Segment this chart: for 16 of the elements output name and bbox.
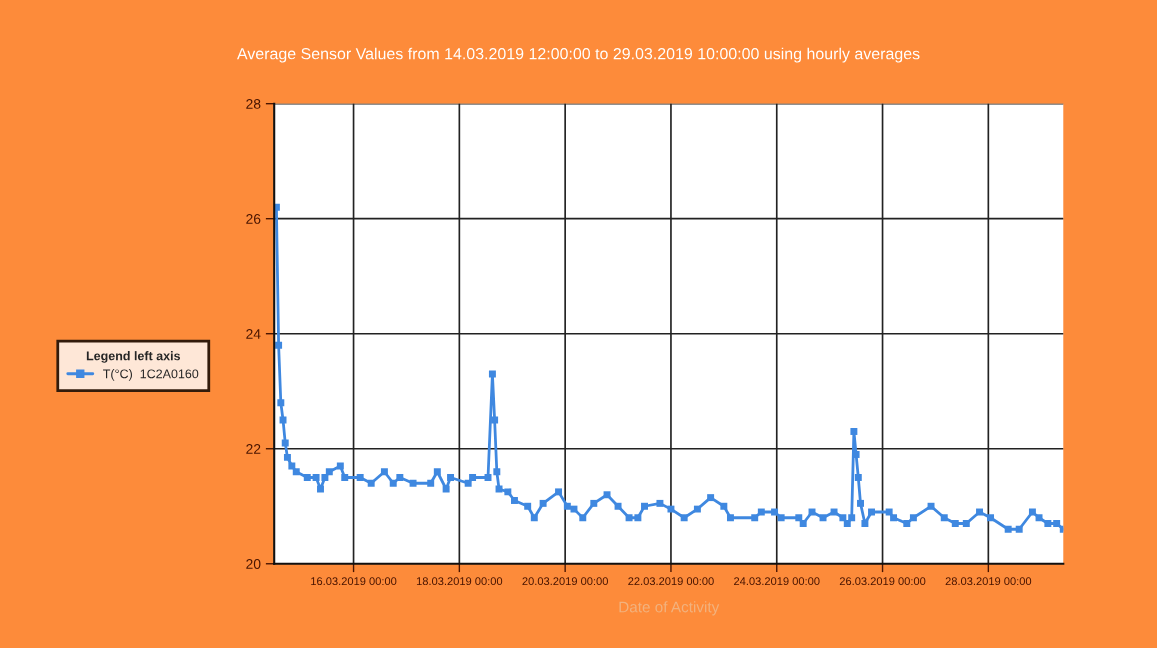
x-tick-label: 16.03.2019 00:00 [311, 577, 397, 586]
x-tick-label: 22.03.2019 00:00 [628, 577, 714, 586]
x-tick-label: 28.03.2019 00:00 [945, 577, 1032, 586]
x-axis-title: Date of Activity [619, 601, 720, 616]
x-tick-label: 18.03.2019 00:00 [416, 577, 503, 586]
y-tick-label: 20 [246, 559, 261, 569]
x-tick-label: 24.03.2019 00:00 [734, 577, 820, 586]
legend-title: Legend left axis [86, 351, 180, 363]
legend-label: T(°C) 1C2A0160 [103, 369, 199, 381]
y-tick-label: 24 [246, 329, 261, 339]
x-tick-label: 20.03.2019 00:00 [522, 577, 608, 586]
chart-title: Average Sensor Values from 14.03.2019 12:00:00 to 29.03.2019 10:00:00 using hourly averages [236, 47, 920, 63]
y-tick-label: 26 [246, 214, 261, 224]
y-tick-label: 22 [246, 444, 261, 454]
y-tick-label: 28 [246, 99, 261, 109]
x-tick-label: 26.03.2019 00:00 [839, 577, 926, 586]
